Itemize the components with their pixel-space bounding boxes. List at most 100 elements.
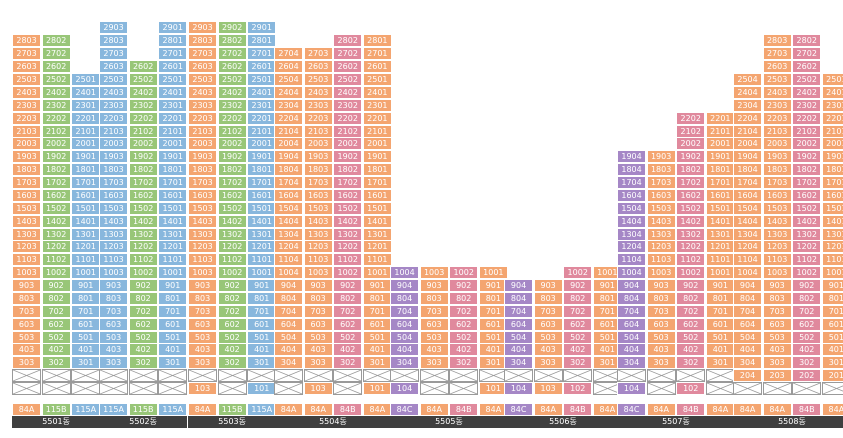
unit-cell: 901	[247, 279, 277, 293]
unit-cell: 1904	[733, 150, 763, 164]
unit-cell: 2304	[274, 98, 304, 112]
unit-cell: 1504	[617, 201, 647, 215]
unit-cell: 1001	[821, 266, 843, 280]
unit-cell: 2102	[41, 124, 71, 138]
unit-cell: 1103	[99, 253, 129, 267]
unit-cell: 1002	[449, 266, 479, 280]
unit-cell: 1302	[217, 227, 247, 241]
unit-cell: 1501	[362, 201, 392, 215]
unit-cell: 1002	[217, 266, 247, 280]
unit-cell: 1304	[617, 227, 647, 241]
unit-cell: 802	[333, 291, 363, 305]
unit-cell: 901	[71, 279, 101, 293]
unit-cell: 602	[792, 317, 822, 331]
unit-cell: 901	[362, 279, 392, 293]
unit-cell: 1501	[158, 201, 188, 215]
unit-cell: 703	[533, 304, 563, 318]
unit-cell: 1203	[99, 240, 129, 254]
unit-cell: 604	[617, 317, 647, 331]
unit-cell: 1202	[792, 240, 822, 254]
unit-cell: 501	[71, 330, 101, 344]
unit-cell: 1103	[762, 253, 792, 267]
unit-cell: 2002	[217, 137, 247, 151]
unit-cell: 503	[646, 330, 676, 344]
unit-cell: 104	[617, 382, 647, 396]
unit-cell: 1303	[188, 227, 218, 241]
unit-cell: 1902	[128, 150, 158, 164]
unit-cell: 1302	[792, 227, 822, 241]
unit-cell: 1001	[478, 266, 508, 280]
unit-cell: 1304	[733, 227, 763, 241]
unit-cell: 103	[188, 382, 218, 396]
unit-cell: 1103	[646, 253, 676, 267]
unit-cell: 1003	[303, 266, 333, 280]
unit-cell: 1601	[821, 188, 843, 202]
unit-cell: 903	[646, 279, 676, 293]
unit-cell: 2403	[12, 85, 42, 99]
unit-cell: 2703	[303, 47, 333, 61]
unit-cell: 1802	[333, 163, 363, 177]
unit-cell: 1004	[617, 266, 647, 280]
unit-cell: 502	[128, 330, 158, 344]
unit-cell: 2501	[158, 73, 188, 86]
unit-cell: 1602	[676, 188, 706, 202]
unit-cell: 601	[821, 317, 843, 331]
empty-unit-cell	[390, 369, 420, 383]
unit-cell: 2301	[247, 98, 277, 112]
unit-cell: 2401	[362, 85, 392, 99]
unit-cell: 1604	[617, 188, 647, 202]
unit-cell: 401	[71, 343, 101, 357]
unit-cell: 503	[762, 330, 792, 344]
unit-cell: 1202	[333, 240, 363, 254]
unit-cell: 2703	[762, 47, 792, 61]
unit-cell: 501	[362, 330, 392, 344]
unit-cell: 2403	[303, 85, 333, 99]
unit-cell: 1903	[188, 150, 218, 164]
unit-cell: 2203	[188, 111, 218, 125]
unit-cell: 201	[821, 369, 843, 383]
unit-cell: 1002	[676, 266, 706, 280]
empty-unit-cell	[592, 369, 622, 383]
unit-cell: 1504	[274, 201, 304, 215]
unit-cell: 604	[733, 317, 763, 331]
unit-cell: 102	[676, 382, 706, 396]
unit-cell: 1801	[821, 163, 843, 177]
building-name-label: 5508동	[733, 416, 843, 428]
unit-cell: 2201	[71, 111, 101, 125]
unit-cell: 2101	[71, 124, 101, 138]
unit-cell: 703	[646, 304, 676, 318]
unit-cell: 1503	[188, 201, 218, 215]
unit-cell: 2303	[303, 98, 333, 112]
unit-cell: 1104	[733, 253, 763, 267]
unit-cell: 1203	[303, 240, 333, 254]
unit-cell: 2502	[41, 73, 71, 86]
unit-cell: 501	[705, 330, 735, 344]
unit-type-label: 84C	[617, 403, 647, 416]
unit-cell: 803	[99, 291, 129, 305]
unit-cell: 1003	[419, 266, 449, 280]
unit-cell: 2504	[274, 73, 304, 86]
unit-cell: 1503	[646, 201, 676, 215]
unit-cell: 1804	[733, 163, 763, 177]
unit-cell: 2402	[41, 85, 71, 99]
unit-cell: 903	[99, 279, 129, 293]
unit-cell: 1201	[362, 240, 392, 254]
unit-cell: 2102	[333, 124, 363, 138]
unit-cell: 504	[274, 330, 304, 344]
empty-unit-cell	[419, 369, 449, 383]
unit-cell: 2203	[303, 111, 333, 125]
unit-cell: 104	[504, 382, 534, 396]
unit-cell: 1002	[333, 266, 363, 280]
unit-cell: 302	[217, 356, 247, 370]
empty-unit-cell	[449, 369, 479, 383]
building-name-label: 5507동	[617, 416, 735, 428]
unit-cell: 2401	[71, 85, 101, 99]
unit-cell: 1003	[99, 266, 129, 280]
unit-cell: 604	[274, 317, 304, 331]
unit-cell: 2701	[247, 47, 277, 61]
unit-cell: 602	[41, 317, 71, 331]
unit-cell: 803	[762, 291, 792, 305]
unit-cell: 1703	[762, 176, 792, 190]
unit-cell: 1503	[762, 201, 792, 215]
unit-cell: 503	[99, 330, 129, 344]
